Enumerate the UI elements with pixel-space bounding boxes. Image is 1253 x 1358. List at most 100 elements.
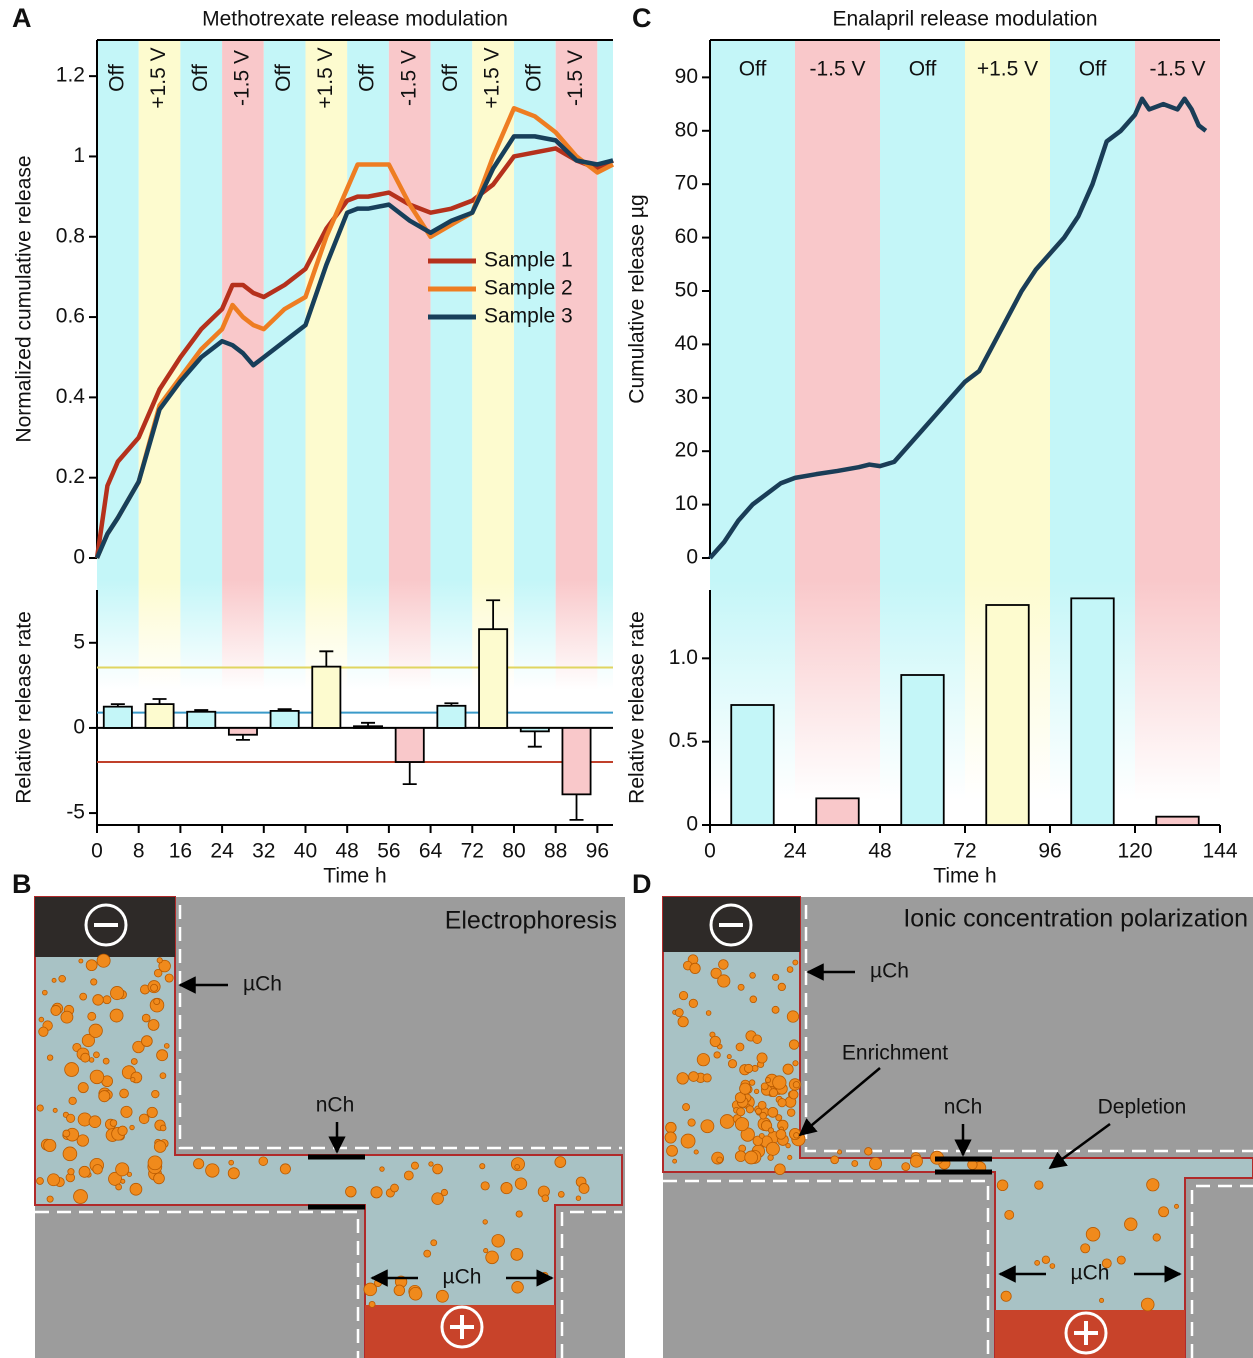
panel-label: B — [12, 869, 32, 899]
particle — [480, 1181, 490, 1191]
band-label: Off — [189, 64, 212, 92]
particle — [68, 1096, 77, 1105]
particle — [772, 973, 780, 981]
particle — [767, 1127, 774, 1134]
particle — [734, 1117, 750, 1132]
y-axis-title: Relative release rate — [13, 611, 36, 804]
particle — [66, 1113, 76, 1123]
particle — [716, 1156, 723, 1164]
particle — [43, 1138, 57, 1153]
particle — [36, 1104, 44, 1112]
band-label: -1.5 V — [1149, 58, 1205, 81]
band-label: Off — [356, 64, 379, 92]
particle — [775, 1114, 783, 1122]
band — [795, 40, 880, 800]
particle — [193, 1158, 205, 1170]
particle — [423, 1249, 432, 1258]
particle — [126, 1171, 133, 1177]
particle — [786, 966, 794, 973]
particle — [718, 959, 729, 970]
error-bar — [486, 599, 501, 630]
x-tick-label: 80 — [502, 840, 525, 863]
particle — [115, 1183, 123, 1191]
particle — [51, 977, 57, 983]
particle — [910, 1154, 923, 1168]
particle — [87, 1011, 97, 1021]
particle — [141, 1035, 153, 1047]
band-label: +1.5 V — [977, 58, 1038, 81]
bar — [227, 727, 258, 736]
particle — [158, 959, 171, 973]
particle — [1085, 1227, 1101, 1242]
x-tick-label: 24 — [783, 840, 807, 863]
bar — [1070, 597, 1115, 826]
particle — [1034, 1260, 1040, 1266]
particle — [753, 1088, 760, 1094]
x-tick-label: 0 — [704, 840, 716, 863]
particle — [666, 1144, 678, 1157]
particle — [757, 1100, 767, 1110]
y-tick-label: 10 — [675, 492, 698, 515]
y-tick-label: 50 — [675, 279, 698, 302]
particle — [96, 953, 111, 968]
bar — [561, 727, 592, 796]
particle — [1152, 1233, 1161, 1242]
legend-label: Sample 2 — [484, 277, 573, 300]
particle — [687, 1118, 696, 1127]
particle — [557, 1190, 565, 1198]
band — [880, 40, 965, 800]
particle — [837, 1149, 843, 1155]
particle — [78, 958, 84, 964]
y-tick-label: 40 — [675, 332, 698, 355]
particle — [719, 1114, 735, 1129]
panel-label: D — [632, 869, 652, 899]
cathode — [84, 903, 128, 947]
particle — [153, 998, 161, 1005]
particle — [227, 1167, 240, 1180]
particle — [744, 1150, 758, 1165]
particle — [141, 1013, 151, 1023]
y-tick-label: 0.8 — [56, 224, 85, 247]
particle — [132, 1040, 145, 1054]
boundary — [35, 905, 622, 1358]
error-bar — [527, 731, 542, 748]
bar — [730, 704, 775, 826]
diagram-d: Ionic concentration polarization µCh Enr… — [662, 896, 1253, 1358]
label: nCh — [316, 1094, 355, 1117]
y-tick-label: 1 — [73, 144, 85, 167]
legend-label: Sample 3 — [484, 305, 573, 328]
particle — [869, 1157, 883, 1171]
error-bar — [235, 734, 250, 741]
band — [710, 40, 795, 800]
particle — [688, 998, 698, 1009]
particle — [102, 1057, 110, 1065]
particle — [153, 1172, 165, 1185]
particle — [109, 1119, 118, 1127]
error-bar — [110, 703, 125, 707]
particle — [689, 962, 701, 974]
bar — [985, 604, 1030, 826]
particle — [1004, 1209, 1015, 1220]
label: µCh — [870, 960, 909, 983]
y-tick-label: 0 — [686, 546, 698, 569]
particle — [483, 1248, 489, 1254]
particle — [374, 1278, 382, 1287]
particle — [110, 986, 125, 1001]
band-label: +1.5 V — [147, 47, 170, 108]
bar — [394, 727, 425, 763]
error-bar — [194, 709, 209, 712]
particle — [403, 1170, 414, 1181]
particle — [777, 982, 786, 992]
x-axis-title: Time h — [933, 865, 996, 888]
particle — [554, 1156, 567, 1168]
x-tick-label: 72 — [461, 840, 484, 863]
error-bar — [402, 761, 417, 786]
particle — [664, 1131, 677, 1144]
particle — [748, 1079, 756, 1086]
band-label: Off — [439, 64, 462, 92]
particle — [793, 1132, 800, 1139]
particle — [368, 1300, 376, 1308]
particle — [92, 994, 104, 1006]
particle — [864, 1147, 873, 1156]
